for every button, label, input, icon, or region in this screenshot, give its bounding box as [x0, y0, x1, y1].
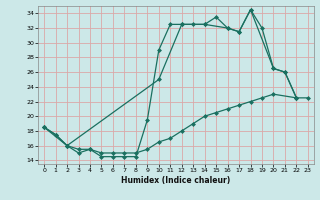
X-axis label: Humidex (Indice chaleur): Humidex (Indice chaleur) — [121, 176, 231, 185]
